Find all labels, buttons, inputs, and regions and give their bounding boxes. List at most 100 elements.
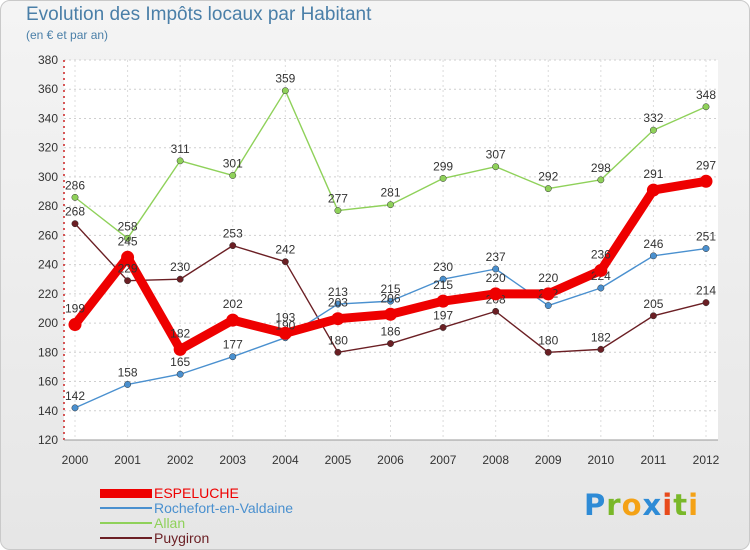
data-point	[281, 258, 289, 266]
x-tick-label: 2009	[535, 453, 562, 467]
data-label: 206	[380, 291, 400, 305]
data-point	[124, 381, 132, 388]
data-label: 245	[118, 234, 138, 248]
legend-label: Allan	[154, 515, 186, 531]
data-point	[229, 353, 237, 361]
data-point	[544, 348, 552, 356]
x-tick-label: 2012	[693, 453, 720, 467]
x-tick-label: 2011	[641, 453, 667, 467]
data-point	[387, 297, 394, 305]
data-point	[121, 250, 135, 264]
data-label: 268	[65, 205, 85, 219]
logo-letter: x	[642, 488, 663, 522]
data-point	[124, 234, 132, 242]
data-label: 197	[433, 308, 453, 322]
data-point	[544, 185, 552, 193]
data-label: 277	[328, 192, 348, 206]
data-label: 203	[328, 296, 348, 310]
data-label: 205	[643, 297, 663, 311]
data-label: 180	[538, 333, 558, 347]
data-point	[229, 172, 237, 179]
data-label: 307	[486, 148, 506, 162]
data-label: 299	[433, 159, 453, 173]
data-label: 258	[118, 219, 138, 233]
data-point	[331, 312, 345, 326]
legend-label: Puygiron	[154, 530, 210, 546]
data-label: 165	[170, 355, 190, 369]
x-tick-label: 2010	[587, 453, 614, 467]
data-point	[71, 404, 79, 412]
data-label: 182	[170, 326, 190, 340]
data-label: 220	[538, 271, 558, 285]
data-point	[489, 287, 503, 301]
data-label: 182	[591, 330, 611, 344]
chart-title: Evolution des Impôts locaux par Habitant	[26, 4, 372, 25]
data-point	[702, 299, 710, 307]
data-point	[492, 163, 500, 171]
x-tick-label: 2005	[325, 453, 352, 467]
x-tick-label: 2006	[377, 453, 404, 467]
x-tick-label: 2001	[114, 453, 141, 467]
data-label: 180	[328, 333, 348, 347]
y-tick-label: 160	[38, 375, 58, 389]
data-point	[176, 370, 184, 378]
data-point	[597, 176, 605, 184]
data-label: 186	[380, 325, 400, 339]
data-point	[334, 300, 342, 308]
data-label: 220	[486, 271, 506, 285]
data-label: 177	[223, 338, 243, 352]
data-label: 214	[696, 284, 716, 298]
data-label: 237	[486, 250, 506, 264]
data-label: 230	[170, 260, 190, 274]
data-label: 229	[118, 262, 138, 276]
legend-label: Rochefort-en-Valdaine	[154, 500, 294, 516]
y-tick-label: 340	[38, 111, 58, 125]
y-tick-label: 200	[38, 316, 58, 330]
data-label: 213	[328, 285, 348, 299]
data-label: 348	[696, 88, 716, 102]
logo-letter: r	[606, 488, 622, 522]
data-point	[278, 326, 292, 340]
data-label: 215	[433, 278, 453, 292]
y-tick-label: 260	[38, 228, 58, 242]
data-point	[387, 201, 394, 209]
data-label: 251	[696, 230, 716, 244]
data-point	[702, 245, 710, 252]
legend-label: ESPELUCHE	[154, 485, 239, 501]
data-label: 281	[380, 186, 400, 200]
data-label: 291	[643, 167, 663, 181]
y-tick-label: 140	[38, 404, 58, 418]
x-tick-label: 2008	[482, 453, 509, 467]
data-point	[176, 275, 184, 283]
data-point	[541, 287, 555, 301]
legend-swatch	[100, 507, 152, 509]
data-point	[649, 312, 657, 320]
logo-letter: P	[584, 488, 607, 522]
x-tick-label: 2007	[430, 453, 457, 467]
data-point	[124, 277, 132, 285]
data-label: 298	[591, 161, 611, 175]
data-label: 253	[223, 227, 243, 241]
data-point	[68, 318, 82, 332]
proxiti-logo: Proxiti	[584, 488, 699, 522]
data-point	[699, 174, 713, 188]
y-tick-label: 120	[38, 433, 58, 447]
data-label: 242	[275, 243, 295, 257]
logo-letter: t	[673, 488, 689, 522]
data-label: 158	[118, 365, 138, 379]
y-tick-label: 240	[38, 258, 58, 272]
data-label: 359	[275, 72, 295, 86]
data-label: 193	[275, 310, 295, 324]
data-point	[71, 220, 79, 228]
x-tick-label: 2000	[62, 453, 89, 467]
logo-letter: o	[621, 488, 643, 522]
data-point	[594, 263, 608, 277]
logo-letter: i	[662, 488, 674, 522]
data-label: 301	[223, 156, 243, 170]
data-label: 230	[433, 260, 453, 274]
data-point	[439, 174, 447, 182]
data-label: 215	[380, 282, 400, 296]
chart-subtitle: (en € et par an)	[26, 28, 109, 42]
data-point	[387, 340, 394, 347]
